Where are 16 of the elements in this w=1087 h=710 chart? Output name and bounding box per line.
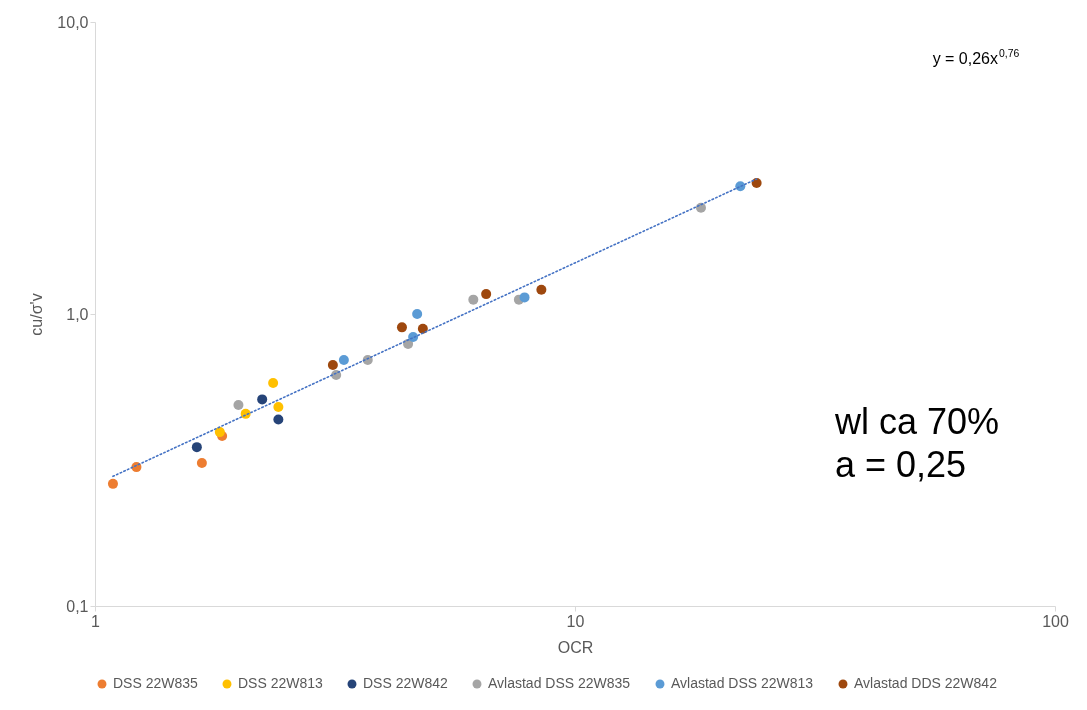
x-tick-label: 1 <box>91 612 101 630</box>
legend-label: Avlastad DDS 22W842 <box>854 675 998 691</box>
legend-label: DSS 22W842 <box>363 675 449 691</box>
annotation: a = 0,25 <box>835 444 967 485</box>
x-tick-label: 100 <box>1042 612 1069 630</box>
y-axis-title: cu/σ'v <box>28 293 46 336</box>
annotation: wl ca 70% <box>834 401 1000 442</box>
legend-label: Avlastad DSS 22W813 <box>671 675 814 691</box>
legend-label: Avlastad DSS 22W835 <box>488 675 631 691</box>
x-tick-label: 10 <box>566 612 585 630</box>
y-tick-label: 1,0 <box>66 305 89 323</box>
y-tick-label: 0,1 <box>66 597 89 615</box>
x-axis-title: OCR <box>557 638 594 656</box>
legend-label: DSS 22W813 <box>238 675 324 691</box>
y-tick-label: 10,0 <box>57 13 89 31</box>
legend-label: DSS 22W835 <box>113 675 199 691</box>
